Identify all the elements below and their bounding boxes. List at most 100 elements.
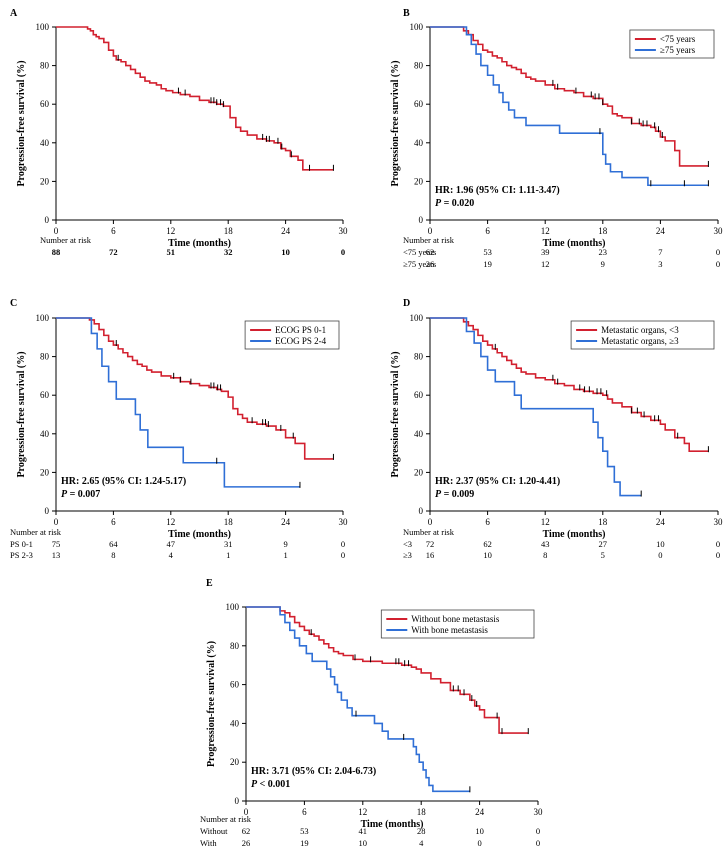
risk-count: 62 bbox=[483, 539, 492, 549]
risk-count: 0 bbox=[716, 539, 720, 549]
y-tick-label: 40 bbox=[40, 138, 50, 148]
x-tick-label: 18 bbox=[224, 226, 234, 236]
risk-table-header: Number at risk bbox=[200, 814, 252, 824]
y-axis-title: Progression-free survival (%) bbox=[206, 641, 217, 767]
x-tick-label: 6 bbox=[485, 226, 490, 236]
risk-row-label: PS 2-3 bbox=[10, 550, 33, 560]
risk-row-label: With bbox=[200, 838, 217, 848]
risk-row-label: <3 bbox=[403, 539, 412, 549]
y-tick-label: 60 bbox=[40, 99, 50, 109]
risk-count: 4 bbox=[169, 550, 174, 560]
risk-count: 72 bbox=[426, 539, 435, 549]
risk-count: 27 bbox=[599, 539, 608, 549]
p-value-text: P = 0.007 bbox=[61, 489, 100, 500]
y-axis-title: Progression-free survival (%) bbox=[16, 60, 27, 186]
risk-count: 8 bbox=[543, 550, 547, 560]
y-tick-label: 60 bbox=[414, 390, 424, 400]
risk-count: 5 bbox=[601, 550, 605, 560]
risk-count: 0 bbox=[341, 539, 345, 549]
km-curve-red bbox=[430, 317, 709, 452]
y-tick-label: 20 bbox=[40, 467, 50, 477]
x-tick-label: 12 bbox=[166, 226, 175, 236]
legend-label: Metastatic organs, ≥3 bbox=[601, 336, 679, 346]
x-tick-label: 12 bbox=[541, 517, 550, 527]
y-tick-label: 80 bbox=[414, 352, 424, 362]
panel-letter: E bbox=[206, 578, 213, 589]
y-tick-label: 20 bbox=[230, 757, 240, 767]
y-tick-label: 40 bbox=[414, 429, 424, 439]
y-tick-label: 0 bbox=[419, 215, 424, 225]
risk-count: 9 bbox=[601, 259, 605, 269]
risk-count: 72 bbox=[109, 247, 118, 257]
risk-count: 0 bbox=[477, 838, 481, 848]
y-tick-label: 0 bbox=[45, 506, 50, 516]
panel-letter: D bbox=[403, 298, 410, 309]
y-tick-label: 20 bbox=[414, 467, 424, 477]
legend-box bbox=[380, 609, 535, 639]
y-tick-label: 0 bbox=[235, 796, 240, 806]
x-tick-label: 24 bbox=[656, 517, 666, 527]
legend-label: ≥75 years bbox=[660, 45, 696, 55]
risk-table: Number at risk Without 62 53 41 28 10 0 With 26 19… bbox=[200, 814, 540, 848]
x-tick-label: 30 bbox=[339, 226, 349, 236]
x-tick-label: 24 bbox=[656, 226, 666, 236]
y-tick-label: 80 bbox=[414, 61, 424, 71]
y-tick-label: 80 bbox=[40, 61, 50, 71]
p-value-text: P = 0.020 bbox=[435, 198, 474, 209]
x-axis-title: Time (months) bbox=[361, 819, 424, 830]
x-tick-label: 30 bbox=[534, 807, 544, 817]
y-tick-label: 0 bbox=[45, 215, 50, 225]
risk-table: Number at risk PS 0-1 75 64 47 31 9 0 PS 2-3 13 8 4… bbox=[10, 527, 345, 560]
risk-count: 4 bbox=[419, 838, 424, 848]
km-curve-red bbox=[56, 26, 334, 171]
y-tick-label: 60 bbox=[414, 99, 424, 109]
risk-count: 1 bbox=[226, 550, 230, 560]
x-axis-title: Time (months) bbox=[543, 529, 606, 540]
p-symbol: P bbox=[435, 489, 442, 500]
risk-count: 19 bbox=[483, 259, 492, 269]
p-value: = 0.007 bbox=[67, 489, 100, 500]
legend-box bbox=[570, 320, 715, 350]
risk-count: 53 bbox=[483, 247, 492, 257]
risk-count: 39 bbox=[541, 247, 550, 257]
y-tick-label: 100 bbox=[410, 313, 424, 323]
y-tick-label: 60 bbox=[40, 390, 50, 400]
x-tick-label: 6 bbox=[485, 517, 490, 527]
panel-letter: A bbox=[10, 8, 18, 19]
p-symbol: P bbox=[61, 489, 68, 500]
hazard-ratio-text: HR: 2.65 (95% CI: 1.24-5.17) bbox=[61, 476, 186, 487]
legend-label: With bone metastasis bbox=[411, 625, 488, 635]
y-tick-label: 20 bbox=[40, 176, 50, 186]
risk-count: 32 bbox=[224, 247, 233, 257]
legend-label: ECOG PS 0-1 bbox=[275, 325, 326, 335]
p-symbol: P bbox=[251, 779, 258, 790]
y-tick-label: 80 bbox=[40, 352, 50, 362]
risk-count: 88 bbox=[52, 247, 61, 257]
risk-count: 1 bbox=[283, 550, 287, 560]
y-tick-label: 40 bbox=[230, 718, 240, 728]
risk-row-label: Without bbox=[200, 826, 228, 836]
risk-row-label: ≥3 bbox=[403, 550, 412, 560]
x-tick-label: 12 bbox=[166, 517, 175, 527]
risk-count: 0 bbox=[658, 550, 662, 560]
risk-count: 0 bbox=[536, 826, 540, 836]
p-symbol: P bbox=[435, 198, 442, 209]
risk-table-header: Number at risk bbox=[403, 527, 455, 537]
risk-count: 47 bbox=[167, 539, 176, 549]
hazard-ratio-text: HR: 3.71 (95% CI: 2.04-6.73) bbox=[251, 766, 376, 777]
risk-table: Number at risk<3 72 62 43 27 10 0≥3 16 10 8 5 0 0 bbox=[403, 527, 720, 560]
x-tick-label: 6 bbox=[302, 807, 307, 817]
y-tick-label: 100 bbox=[36, 313, 50, 323]
x-tick-label: 18 bbox=[224, 517, 234, 527]
y-tick-label: 60 bbox=[230, 680, 240, 690]
y-axis-title: Progression-free survival (%) bbox=[390, 60, 401, 186]
x-tick-label: 30 bbox=[714, 517, 724, 527]
x-tick-label: 30 bbox=[339, 517, 349, 527]
y-axis-title: Progression-free survival (%) bbox=[390, 351, 401, 477]
x-axis-title: Time (months) bbox=[543, 238, 606, 249]
